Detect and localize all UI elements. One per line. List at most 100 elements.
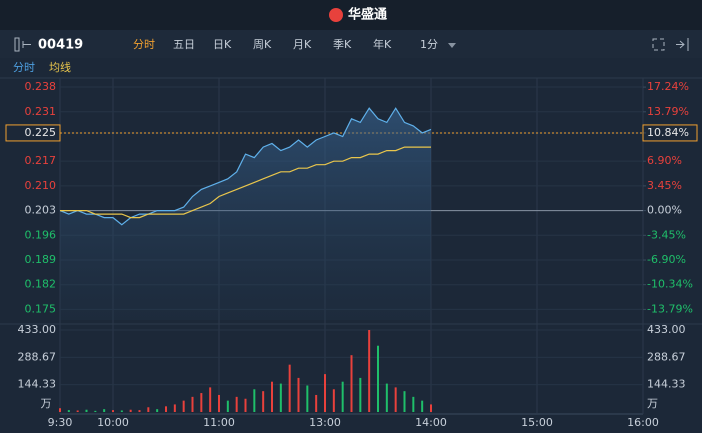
expand-icon[interactable]	[676, 38, 689, 51]
period-select[interactable]: 1分	[420, 38, 438, 51]
y2-tick-label: 144.33	[647, 378, 686, 391]
toolbar	[0, 30, 702, 58]
volume-unit: 万	[41, 397, 52, 410]
volume-bar	[112, 410, 114, 412]
volume-bar	[350, 355, 353, 412]
y-tick-label: 0.231	[25, 105, 57, 118]
y-tick-label: 0.203	[25, 204, 57, 217]
tab[interactable]: 季K	[333, 38, 352, 51]
legend-entry[interactable]: 分时	[13, 61, 35, 74]
logo: 华盛通	[348, 7, 387, 23]
volume-bar	[279, 383, 282, 412]
volume-bar	[129, 409, 132, 412]
y2-tick-label: 0.00%	[647, 204, 682, 217]
volume-bar	[226, 400, 229, 412]
tab[interactable]: 周K	[253, 38, 272, 51]
y-tick-label: 144.33	[18, 378, 57, 391]
y-tick-label: 0.182	[25, 278, 57, 291]
volume-bar	[200, 393, 203, 412]
volume-bar	[288, 364, 291, 412]
logo-icon	[329, 8, 343, 22]
volume-bar	[94, 410, 97, 412]
average-line	[60, 146, 431, 219]
y-tick-label: 0.217	[25, 154, 57, 167]
volume-bar	[430, 404, 432, 412]
volume-bar	[403, 391, 406, 412]
y-tick-label: 0.238	[25, 80, 57, 93]
y-tick-label: 0.196	[25, 228, 57, 241]
stock-code: 00419	[38, 38, 83, 53]
legend-entry[interactable]: 均线	[49, 60, 71, 74]
y2-tick-label: 6.90%	[647, 154, 682, 167]
volume-bar	[103, 409, 106, 412]
x-tick-label: 16:00	[627, 416, 659, 429]
volume-bar	[209, 387, 212, 412]
volume-bar	[182, 400, 185, 412]
volume-bar	[412, 396, 415, 412]
volume-bar	[394, 387, 397, 412]
y2-tick-label: 3.45%	[647, 179, 682, 192]
price-line	[59, 107, 432, 226]
volume-bar	[76, 410, 79, 412]
volume-bar	[173, 404, 176, 412]
volume-bar	[421, 400, 424, 412]
y2-tick-label: 13.79%	[647, 105, 689, 118]
tab[interactable]: 五日	[173, 38, 195, 51]
y2-tick-label: -10.34%	[647, 278, 693, 291]
pct-tag	[642, 124, 698, 142]
volume-bar	[359, 377, 362, 412]
y2-tick-label: 17.24%	[647, 80, 689, 93]
volume-bar	[59, 408, 61, 412]
y-tick-label: 288.67	[18, 350, 57, 363]
x-tick-label: 10:00	[97, 416, 129, 429]
volume-bar	[244, 398, 247, 412]
y2-tick-label: 433.00	[647, 323, 686, 336]
y2-tick-label: -6.90%	[647, 253, 686, 266]
volume-bar	[377, 345, 379, 412]
y2-tick-label: -13.79%	[647, 302, 693, 315]
x-tick-label: 14:00	[415, 416, 447, 429]
tab[interactable]: 年K	[373, 37, 392, 51]
tab[interactable]: 分时	[133, 38, 155, 51]
x-tick-label: 13:00	[309, 416, 341, 429]
y-tick-label: 433.00	[18, 323, 57, 336]
volume-bar	[332, 389, 335, 412]
volume-bar	[385, 383, 388, 412]
fullscreen-icon[interactable]	[652, 38, 665, 51]
y2-tick-label: 288.67	[647, 350, 686, 363]
volume-bar	[341, 381, 344, 412]
volume-bar	[253, 389, 256, 412]
volume-unit: 万	[647, 397, 658, 410]
volume-bar	[147, 407, 150, 412]
y-tick-label: 0.225	[25, 126, 57, 139]
collapse-icon[interactable]	[14, 37, 20, 52]
y-tick-label: 0.175	[25, 302, 57, 315]
volume-bar	[235, 396, 238, 412]
volume-bar	[315, 394, 318, 412]
volume-bar	[138, 410, 141, 412]
volume-bar	[306, 385, 309, 412]
collapse-arrow	[22, 41, 31, 48]
tab[interactable]: 月K	[293, 38, 312, 51]
volume-bar	[218, 394, 220, 412]
volume-bar	[85, 409, 88, 412]
volume-bar	[262, 391, 265, 412]
volume-bar	[156, 409, 159, 412]
top-bar	[0, 0, 702, 30]
volume-bar	[271, 381, 273, 412]
volume-bar	[368, 330, 371, 412]
volume-bar	[120, 410, 123, 412]
y2-tick-label: 10.84%	[647, 126, 689, 139]
volume-bar	[165, 406, 167, 412]
volume-bar	[324, 374, 326, 412]
tab[interactable]: 日K	[213, 38, 232, 51]
y-tick-label: 0.189	[25, 253, 57, 266]
x-tick-label: 11:00	[203, 416, 235, 429]
volume-bar	[297, 377, 300, 412]
y-tick-label: 0.210	[25, 179, 57, 192]
volume-bar	[67, 410, 70, 412]
dropdown-arrow[interactable]	[448, 43, 456, 48]
x-tick-label: 9:30	[48, 416, 73, 429]
